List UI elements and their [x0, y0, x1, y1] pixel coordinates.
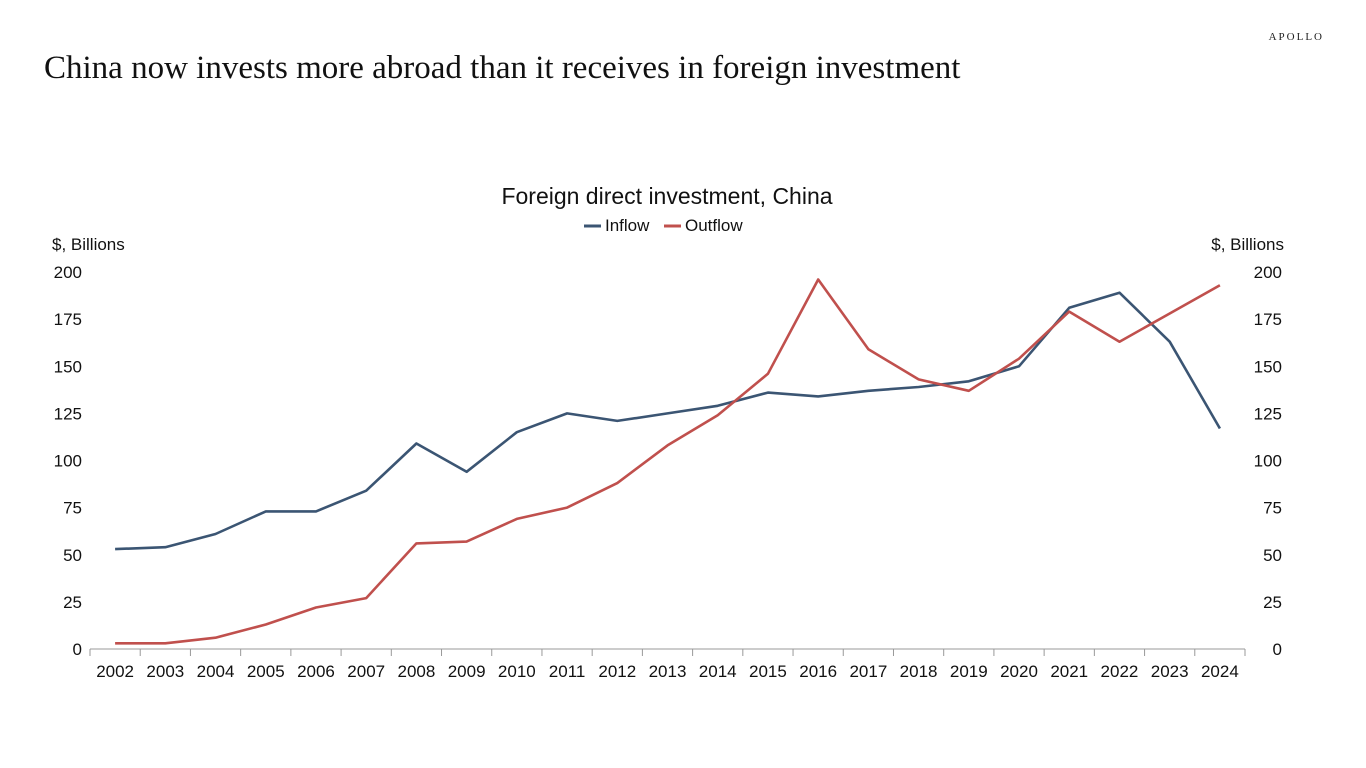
x-tick-label: 2009 [448, 662, 486, 681]
x-tick-label: 2020 [1000, 662, 1038, 681]
x-tick-label: 2002 [96, 662, 134, 681]
series-line-inflow [115, 291, 1222, 551]
page-title: China now invests more abroad than it re… [44, 50, 961, 86]
y-tick-label-right: 175 [1254, 310, 1282, 329]
y-tick-label-left: 175 [54, 310, 82, 329]
legend-label-inflow: Inflow [605, 216, 650, 235]
x-tick-label: 2016 [799, 662, 837, 681]
y-tick-label-right: 50 [1263, 546, 1282, 565]
x-tick-label: 2006 [297, 662, 335, 681]
x-tick-label: 2005 [247, 662, 285, 681]
x-tick-label: 2022 [1101, 662, 1139, 681]
y-tick-label-left: 125 [54, 404, 82, 423]
x-tick-label: 2004 [197, 662, 235, 681]
y-tick-label-left: 200 [54, 263, 82, 282]
x-tick-label: 2017 [849, 662, 887, 681]
x-tick-label: 2012 [598, 662, 636, 681]
x-tick-label: 2003 [146, 662, 184, 681]
chart-title: Foreign direct investment, China [501, 183, 832, 209]
y-tick-label-right: 150 [1254, 357, 1282, 376]
y-tick-label-left: 0 [73, 640, 82, 659]
y-tick-label-left: 50 [63, 546, 82, 565]
brand-logo: APOLLO [1268, 31, 1324, 43]
y-tick-label-right: 75 [1263, 499, 1282, 518]
y-tick-label-right: 0 [1273, 640, 1282, 659]
series-line-outflow [115, 278, 1221, 645]
x-tick-label: 2021 [1050, 662, 1088, 681]
x-tick-label: 2023 [1151, 662, 1189, 681]
y-tick-label-left: 25 [63, 593, 82, 612]
x-tick-label: 2010 [498, 662, 536, 681]
x-tick-label: 2018 [900, 662, 938, 681]
x-tick-label: 2008 [397, 662, 435, 681]
y-tick-label-right: 25 [1263, 593, 1282, 612]
y-axis-label-right: $, Billions [1211, 235, 1284, 254]
y-tick-label-left: 75 [63, 499, 82, 518]
x-tick-label: 2024 [1201, 662, 1239, 681]
y-tick-label-right: 125 [1254, 404, 1282, 423]
x-tick-label: 2015 [749, 662, 787, 681]
legend: Inflow Outflow [584, 216, 743, 235]
y-tick-label-left: 150 [54, 357, 82, 376]
x-tick-label: 2019 [950, 662, 988, 681]
x-tick-label: 2013 [649, 662, 687, 681]
y-tick-label-left: 100 [54, 452, 82, 471]
y-axis-label-left: $, Billions [52, 235, 125, 254]
y-tick-label-right: 100 [1254, 452, 1282, 471]
x-tick-label: 2014 [699, 662, 737, 681]
y-tick-label-right: 200 [1254, 263, 1282, 282]
x-tick-label: 2011 [549, 662, 586, 681]
legend-label-outflow: Outflow [685, 216, 743, 235]
x-tick-label: 2007 [347, 662, 385, 681]
